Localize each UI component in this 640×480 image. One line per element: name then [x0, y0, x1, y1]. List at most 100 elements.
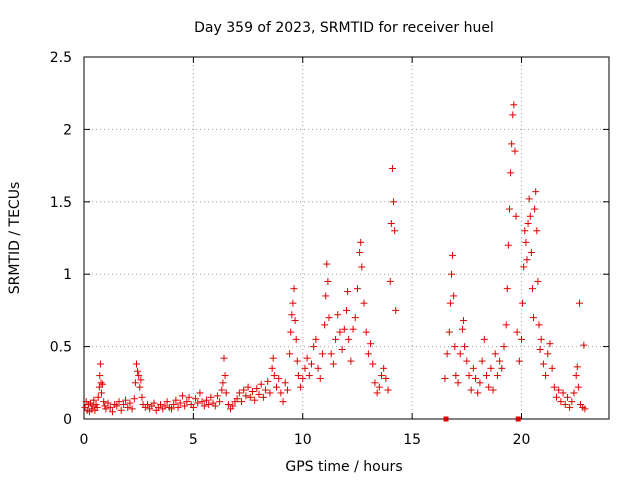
data-point	[126, 399, 134, 407]
data-point	[351, 314, 359, 322]
data-point	[460, 317, 468, 325]
x-tick-label: 15	[403, 432, 421, 448]
data-point	[537, 335, 545, 343]
data-point	[507, 169, 515, 177]
gridlines	[84, 57, 609, 419]
data-point	[115, 398, 123, 406]
data-point	[362, 328, 370, 336]
data-point	[325, 314, 333, 322]
data-point	[288, 311, 296, 319]
data-point	[445, 328, 453, 336]
data-point	[336, 328, 344, 336]
x-tick-label: 0	[80, 432, 89, 448]
x-tick-label: 20	[513, 432, 531, 448]
data-point	[531, 205, 539, 213]
data-point	[221, 372, 229, 380]
data-point	[392, 306, 400, 314]
data-point	[240, 386, 248, 394]
data-point	[458, 325, 466, 333]
data-point	[138, 393, 146, 401]
data-point	[174, 403, 182, 411]
data-point	[373, 389, 381, 397]
data-point	[312, 335, 320, 343]
data-point	[456, 350, 464, 358]
data-point	[338, 345, 346, 353]
data-point	[491, 350, 499, 358]
data-point	[198, 398, 206, 406]
data-point	[292, 335, 300, 343]
data-point	[178, 392, 186, 400]
data-point	[216, 398, 224, 406]
data-point	[525, 195, 533, 203]
data-point	[257, 380, 265, 388]
data-point	[522, 238, 530, 246]
data-point	[135, 372, 143, 380]
data-point	[526, 212, 534, 220]
data-point	[340, 325, 348, 333]
data-point	[133, 360, 140, 368]
data-point	[521, 227, 529, 235]
data-point	[299, 374, 307, 382]
data-point	[463, 357, 471, 365]
data-point	[334, 311, 342, 319]
y-tick-label: 2.5	[50, 50, 72, 66]
data-point	[451, 343, 459, 351]
data-point	[388, 164, 396, 172]
data-point	[559, 389, 567, 397]
data-point	[548, 364, 556, 372]
chart-title: Day 359 of 2023, SRMTID for receiver hue…	[194, 20, 494, 36]
data-point	[358, 263, 366, 271]
data-point	[568, 398, 576, 406]
data-point	[327, 350, 335, 358]
data-point	[255, 390, 263, 398]
data-point	[196, 389, 204, 397]
data-point	[505, 205, 513, 213]
data-point	[124, 403, 132, 411]
data-point	[500, 343, 508, 351]
data-point	[448, 270, 455, 278]
data-point	[303, 354, 311, 362]
data-point	[287, 328, 295, 336]
data-point	[483, 372, 490, 380]
data-point	[581, 405, 589, 413]
data-point	[504, 241, 512, 249]
data-point	[128, 405, 136, 413]
y-tick-label: 0.5	[50, 340, 72, 356]
data-point	[259, 393, 267, 401]
data-point	[219, 379, 227, 387]
data-point	[102, 405, 110, 413]
data-point	[92, 401, 100, 409]
data-point	[93, 403, 101, 411]
data-point	[277, 389, 285, 397]
data-point	[515, 357, 523, 365]
data-point	[357, 238, 365, 246]
data-point	[511, 147, 519, 155]
data-point	[286, 350, 294, 358]
data-point	[113, 402, 121, 410]
data-point	[163, 398, 171, 406]
data-point	[384, 386, 392, 394]
data-point	[108, 408, 116, 416]
data-point	[213, 392, 221, 400]
data-point	[533, 227, 541, 235]
data-point	[137, 376, 145, 384]
data-point	[229, 402, 237, 410]
data-point	[461, 343, 469, 351]
data-point	[580, 341, 588, 349]
data-point	[503, 285, 511, 293]
data-point	[96, 360, 104, 368]
data-point	[550, 383, 558, 391]
data-point	[452, 372, 460, 380]
data-point	[527, 248, 535, 256]
x-tick-label: 5	[189, 432, 198, 448]
data-point	[498, 364, 506, 372]
data-point	[534, 277, 542, 285]
data-point	[449, 251, 457, 259]
data-point	[387, 220, 395, 228]
data-point	[90, 396, 98, 404]
data-point	[168, 405, 175, 413]
data-point	[472, 374, 480, 382]
data-point	[542, 372, 550, 380]
data-point	[563, 393, 571, 401]
data-point	[535, 321, 543, 329]
